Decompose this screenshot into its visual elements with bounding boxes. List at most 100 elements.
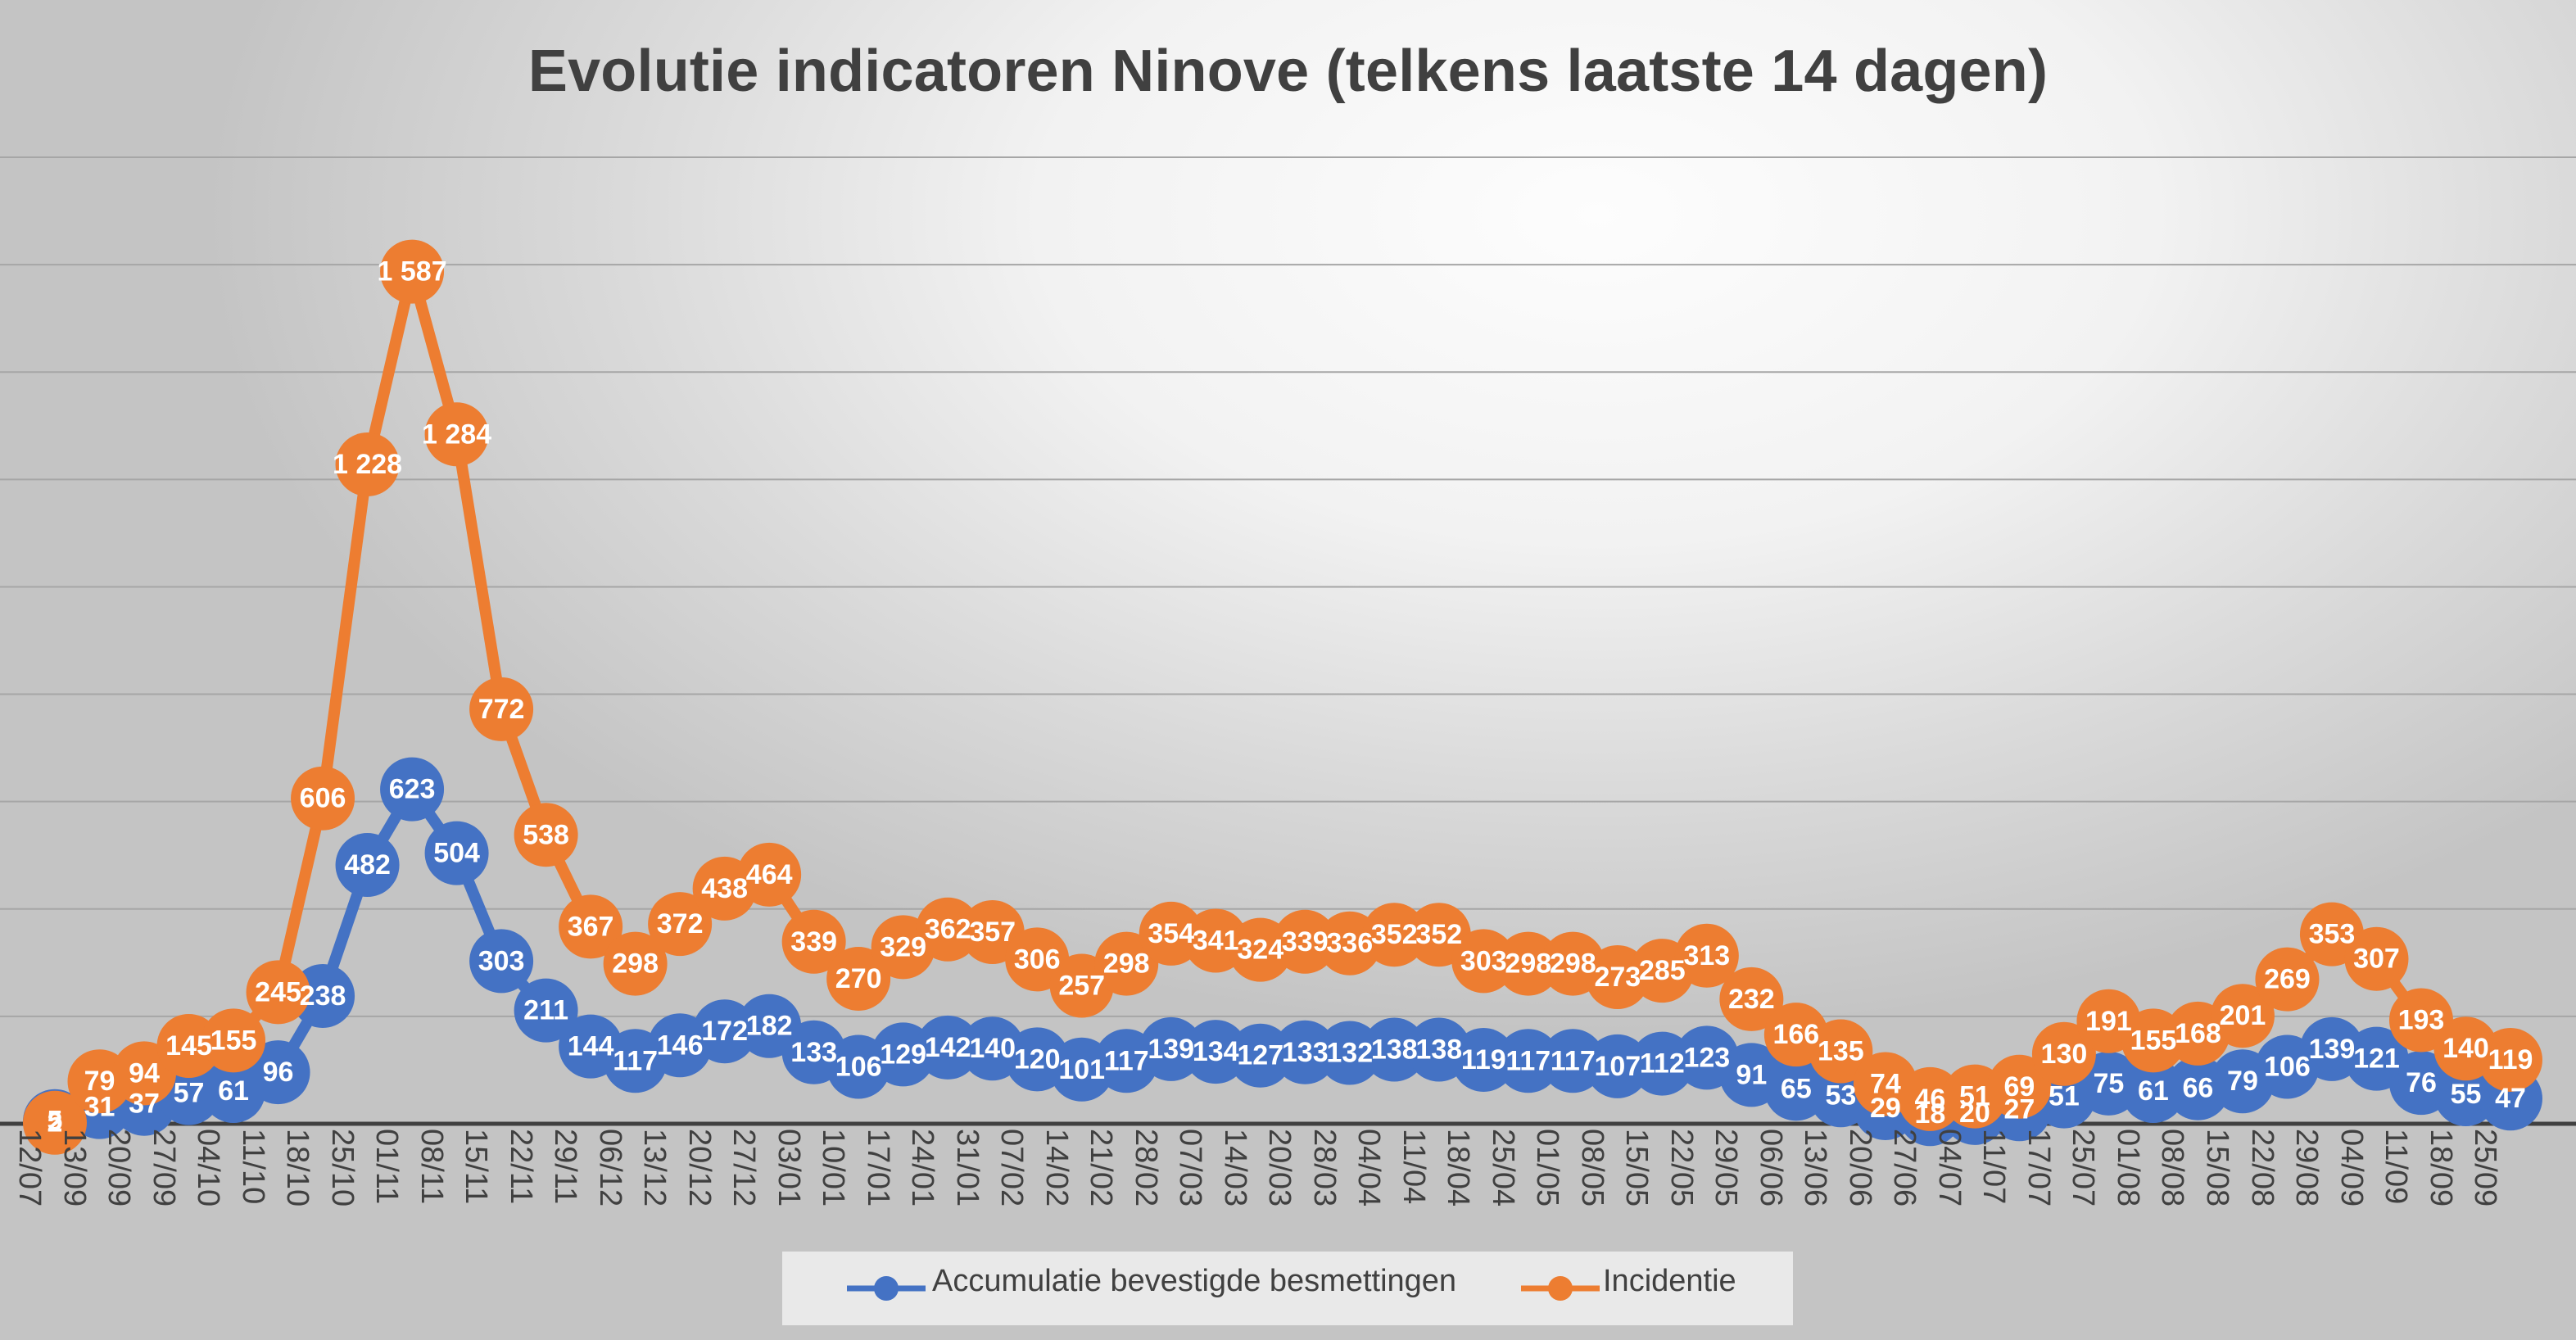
svg-text:329: 329 xyxy=(880,931,926,962)
svg-text:538: 538 xyxy=(523,819,569,850)
svg-text:65: 65 xyxy=(1781,1073,1812,1104)
svg-text:341: 341 xyxy=(1193,925,1239,956)
svg-text:79: 79 xyxy=(2227,1066,2258,1097)
svg-text:134: 134 xyxy=(1193,1036,1239,1067)
svg-text:117: 117 xyxy=(1104,1045,1149,1076)
svg-text:339: 339 xyxy=(1282,926,1329,957)
svg-text:46: 46 xyxy=(1914,1084,1945,1115)
svg-text:285: 285 xyxy=(1639,955,1686,986)
svg-text:91: 91 xyxy=(1736,1059,1767,1090)
svg-text:232: 232 xyxy=(1728,984,1775,1015)
svg-text:106: 106 xyxy=(835,1052,882,1083)
svg-text:133: 133 xyxy=(1282,1037,1329,1068)
svg-text:51: 51 xyxy=(2049,1081,2080,1112)
svg-text:193: 193 xyxy=(2398,1004,2445,1035)
svg-text:298: 298 xyxy=(1550,948,1596,980)
svg-text:273: 273 xyxy=(1594,962,1641,993)
svg-text:166: 166 xyxy=(1772,1019,1819,1050)
svg-text:140: 140 xyxy=(2442,1033,2489,1064)
svg-text:101: 101 xyxy=(1058,1054,1105,1085)
svg-text:96: 96 xyxy=(263,1057,294,1088)
svg-text:117: 117 xyxy=(1505,1045,1551,1076)
svg-text:269: 269 xyxy=(2264,964,2311,995)
svg-text:127: 127 xyxy=(1237,1040,1283,1071)
svg-text:69: 69 xyxy=(2003,1071,2035,1102)
svg-text:298: 298 xyxy=(1505,948,1551,980)
svg-text:336: 336 xyxy=(1326,928,1373,959)
svg-text:112: 112 xyxy=(1640,1048,1685,1080)
svg-text:357: 357 xyxy=(969,917,1016,948)
svg-text:66: 66 xyxy=(2183,1073,2214,1104)
svg-text:139: 139 xyxy=(1148,1034,1194,1065)
svg-text:133: 133 xyxy=(790,1037,837,1068)
svg-text:438: 438 xyxy=(701,873,748,904)
svg-text:303: 303 xyxy=(478,945,525,976)
svg-text:79: 79 xyxy=(84,1066,115,1097)
svg-text:372: 372 xyxy=(657,908,704,939)
svg-text:119: 119 xyxy=(1461,1044,1506,1075)
svg-text:1 228: 1 228 xyxy=(333,449,402,480)
svg-text:106: 106 xyxy=(2264,1052,2311,1083)
svg-text:306: 306 xyxy=(1014,944,1061,975)
svg-text:339: 339 xyxy=(790,926,837,957)
svg-text:191: 191 xyxy=(2085,1006,2132,1037)
svg-text:146: 146 xyxy=(657,1030,704,1061)
svg-text:121: 121 xyxy=(2353,1043,2400,1075)
svg-text:307: 307 xyxy=(2353,944,2400,975)
svg-text:352: 352 xyxy=(1415,919,1462,950)
svg-text:1 587: 1 587 xyxy=(378,256,447,287)
svg-text:117: 117 xyxy=(1551,1045,1596,1076)
svg-text:37: 37 xyxy=(129,1089,160,1120)
svg-text:772: 772 xyxy=(478,694,525,725)
svg-text:623: 623 xyxy=(389,774,436,805)
svg-text:482: 482 xyxy=(344,849,391,881)
svg-text:172: 172 xyxy=(701,1016,748,1047)
svg-text:61: 61 xyxy=(218,1075,249,1107)
svg-text:352: 352 xyxy=(1371,919,1418,950)
svg-text:140: 140 xyxy=(969,1033,1016,1064)
svg-text:139: 139 xyxy=(2309,1034,2356,1065)
svg-text:130: 130 xyxy=(2041,1039,2088,1070)
svg-text:107: 107 xyxy=(1594,1051,1641,1082)
svg-text:354: 354 xyxy=(1148,918,1194,949)
svg-text:201: 201 xyxy=(2220,1000,2266,1031)
svg-text:132: 132 xyxy=(1326,1037,1373,1068)
svg-text:117: 117 xyxy=(613,1045,658,1076)
svg-text:145: 145 xyxy=(165,1030,212,1062)
svg-text:61: 61 xyxy=(2138,1075,2169,1107)
svg-text:270: 270 xyxy=(835,963,882,994)
svg-text:464: 464 xyxy=(746,859,793,890)
svg-text:257: 257 xyxy=(1058,971,1105,1002)
svg-text:55: 55 xyxy=(2451,1079,2482,1110)
svg-text:298: 298 xyxy=(1103,948,1150,980)
svg-text:155: 155 xyxy=(2130,1025,2177,1056)
svg-text:129: 129 xyxy=(880,1039,926,1070)
svg-text:504: 504 xyxy=(433,838,480,869)
svg-text:47: 47 xyxy=(2495,1083,2526,1114)
svg-text:353: 353 xyxy=(2309,919,2356,950)
svg-text:1 284: 1 284 xyxy=(422,419,491,450)
svg-text:606: 606 xyxy=(300,783,346,814)
svg-text:142: 142 xyxy=(925,1032,971,1063)
svg-text:135: 135 xyxy=(1818,1036,1864,1067)
svg-text:324: 324 xyxy=(1237,935,1283,966)
svg-text:138: 138 xyxy=(1415,1034,1462,1066)
svg-text:76: 76 xyxy=(2406,1067,2437,1098)
svg-text:168: 168 xyxy=(2175,1018,2221,1049)
svg-text:182: 182 xyxy=(746,1011,793,1042)
svg-text:362: 362 xyxy=(925,914,971,945)
svg-text:313: 313 xyxy=(1683,940,1730,971)
svg-text:57: 57 xyxy=(174,1078,205,1109)
svg-text:303: 303 xyxy=(1460,945,1507,976)
svg-text:120: 120 xyxy=(1014,1043,1061,1075)
svg-text:123: 123 xyxy=(1683,1042,1730,1073)
svg-text:74: 74 xyxy=(1870,1068,1901,1099)
svg-text:211: 211 xyxy=(523,995,568,1026)
svg-text:138: 138 xyxy=(1371,1034,1418,1066)
svg-text:94: 94 xyxy=(129,1057,160,1089)
svg-text:367: 367 xyxy=(568,911,614,942)
svg-text:53: 53 xyxy=(1825,1080,1856,1111)
svg-text:238: 238 xyxy=(300,980,346,1012)
svg-text:245: 245 xyxy=(255,976,301,1007)
svg-text:51: 51 xyxy=(1959,1081,1990,1112)
